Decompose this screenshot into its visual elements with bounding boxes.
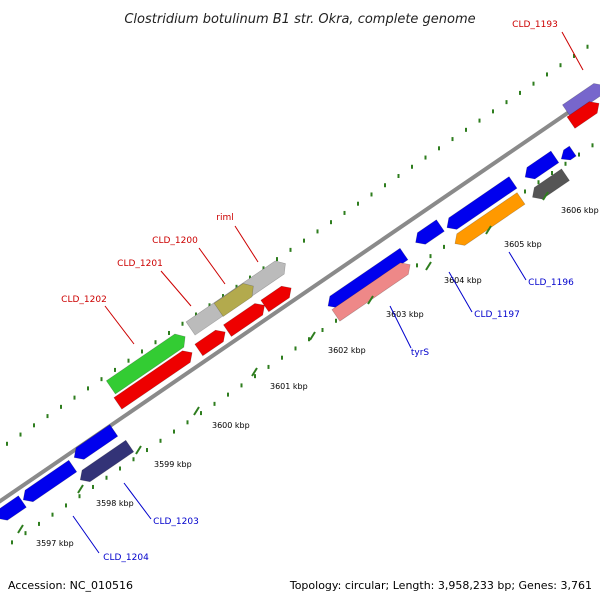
major-tick [485, 225, 492, 235]
cds-red [113, 350, 193, 410]
tick-marks: 3597 kbp 3598 kbp 3599 kbp 3600 kbp 3601 kbp… [17, 191, 599, 548]
major-tick [17, 524, 24, 534]
tick-label: 3598 kbp [96, 499, 134, 508]
tick-label: 3604 kbp [444, 276, 482, 285]
cds-blue [524, 150, 560, 180]
gene-cld-1203 [79, 439, 135, 483]
cds-blue [0, 495, 27, 521]
gene-label-leader [123, 482, 152, 520]
gene-label-leader [234, 225, 259, 263]
gene-cld-1197 [532, 168, 570, 200]
cds-blue [415, 219, 445, 245]
outer-tick-track [6, 44, 589, 446]
feature-layer [0, 83, 600, 521]
tick-label: 3606 kbp [561, 206, 599, 215]
cds-blue [327, 247, 409, 309]
cds-red [223, 303, 265, 337]
gene-label: riml [216, 213, 233, 223]
cds-red [194, 329, 226, 357]
map-title: Clostridium botulinum B1 str. Okra, comp… [124, 12, 475, 27]
cds-red [566, 101, 600, 129]
tick-label: 3600 kbp [212, 421, 250, 430]
cds-blue [560, 145, 577, 161]
accession-text: Accession: NC_010516 [8, 579, 134, 592]
gene-label-leader [72, 515, 100, 554]
cds-blue [446, 176, 518, 230]
gene-label: tyrS [411, 348, 430, 358]
major-tick [135, 445, 142, 455]
gene-label-leader [104, 305, 135, 345]
gene-label-leader [508, 251, 527, 281]
gene-cld-1202 [105, 333, 186, 395]
gene-cld-1196 [454, 192, 526, 246]
tick-label: 3603 kbp [386, 310, 424, 319]
gene-label-leader [389, 305, 412, 349]
gene-label-leader [561, 31, 584, 71]
gene-label-leader [198, 247, 226, 285]
major-tick [425, 261, 432, 271]
gene-label: CLD_1196 [528, 278, 574, 288]
major-tick [542, 191, 549, 201]
gene-label-leader [160, 270, 192, 307]
major-tick [367, 295, 374, 305]
gene-label: CLD_1203 [153, 517, 199, 527]
gene-tyrs [331, 262, 411, 322]
gene-label: CLD_1193 [512, 20, 558, 30]
topology-text: Topology: circular; Length: 3,958,233 bp… [289, 579, 592, 592]
tick-label: 3597 kbp [36, 539, 74, 548]
tick-label: 3602 kbp [328, 346, 366, 355]
major-tick [77, 484, 84, 494]
cds-blue [22, 459, 78, 503]
gene-cld-1193 [562, 83, 600, 117]
tick-label: 3601 kbp [270, 382, 308, 391]
cds-red [260, 285, 292, 313]
tick-label: 3599 kbp [154, 460, 192, 469]
gene-riml-overlap [213, 283, 254, 317]
major-tick [251, 367, 258, 377]
tick-label: 3605 kbp [504, 240, 542, 249]
gene-label: CLD_1204 [103, 553, 149, 563]
cds-blue [73, 424, 119, 460]
gene-label: CLD_1202 [61, 295, 107, 305]
gene-label-leader [448, 271, 473, 313]
gene-label: CLD_1197 [474, 310, 520, 320]
gene-label: CLD_1200 [152, 236, 198, 246]
major-tick [309, 331, 316, 341]
gene-label: CLD_1201 [117, 259, 163, 269]
major-tick [193, 406, 200, 416]
